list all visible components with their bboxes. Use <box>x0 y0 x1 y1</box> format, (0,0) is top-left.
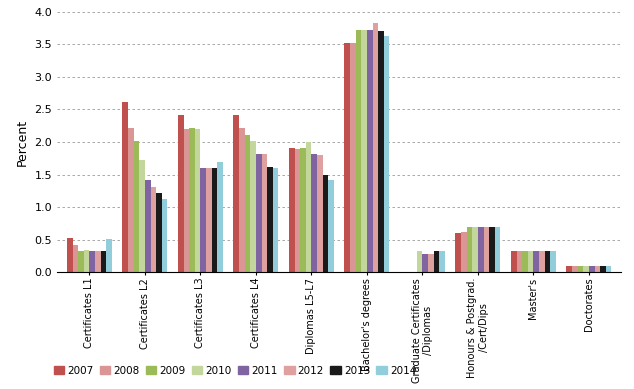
Bar <box>550 251 556 272</box>
Y-axis label: Percent: Percent <box>16 118 29 166</box>
Bar <box>511 251 517 272</box>
Bar <box>583 266 589 272</box>
Bar <box>606 266 611 272</box>
Bar <box>134 141 139 272</box>
Bar <box>295 149 301 272</box>
Bar <box>156 193 162 272</box>
Bar <box>150 187 156 272</box>
Bar <box>455 233 461 272</box>
Bar <box>367 30 373 272</box>
Bar <box>189 128 195 272</box>
Bar <box>422 254 428 272</box>
Bar <box>212 168 217 272</box>
Bar <box>467 227 472 272</box>
Bar <box>262 154 267 272</box>
Bar <box>350 43 356 272</box>
Bar <box>311 154 317 272</box>
Bar <box>361 30 367 272</box>
Bar <box>434 251 439 272</box>
Bar <box>517 251 522 272</box>
Bar <box>217 161 223 272</box>
Bar <box>539 251 545 272</box>
Bar <box>545 251 550 272</box>
Bar <box>589 266 595 272</box>
Bar <box>495 227 500 272</box>
Bar <box>417 251 422 272</box>
Bar <box>528 251 533 272</box>
Bar <box>478 227 484 272</box>
Bar <box>439 251 445 272</box>
Bar <box>344 43 350 272</box>
Bar <box>522 251 528 272</box>
Bar <box>72 245 78 272</box>
Bar <box>245 135 250 272</box>
Bar <box>267 167 273 272</box>
Legend: 2007, 2008, 2009, 2010, 2011, 2012, 2013, 2014: 2007, 2008, 2009, 2010, 2011, 2012, 2013… <box>49 361 420 380</box>
Bar <box>206 168 212 272</box>
Bar <box>533 251 539 272</box>
Bar <box>317 155 323 272</box>
Bar <box>378 31 384 272</box>
Bar <box>328 180 334 272</box>
Bar <box>107 239 112 272</box>
Bar <box>95 251 101 272</box>
Bar <box>572 266 578 272</box>
Bar <box>384 37 389 272</box>
Bar <box>101 251 107 272</box>
Bar <box>200 168 206 272</box>
Bar <box>306 142 311 272</box>
Bar <box>273 168 278 272</box>
Bar <box>356 30 361 272</box>
Bar <box>289 148 295 272</box>
Bar <box>301 148 306 272</box>
Bar <box>323 175 328 272</box>
Bar <box>461 232 467 272</box>
Bar <box>484 227 489 272</box>
Bar <box>67 238 72 272</box>
Bar <box>89 251 95 272</box>
Bar <box>78 251 84 272</box>
Bar <box>122 102 128 272</box>
Bar <box>145 180 150 272</box>
Bar <box>233 115 239 272</box>
Bar <box>595 266 600 272</box>
Bar <box>195 129 200 272</box>
Bar <box>600 266 606 272</box>
Bar <box>184 129 189 272</box>
Bar <box>489 227 495 272</box>
Bar <box>162 199 167 272</box>
Bar <box>428 254 434 272</box>
Bar <box>567 266 572 272</box>
Bar <box>239 128 245 272</box>
Bar <box>256 154 262 272</box>
Bar <box>139 160 145 272</box>
Bar <box>128 128 134 272</box>
Bar <box>472 227 478 272</box>
Bar <box>578 266 583 272</box>
Bar <box>373 23 378 272</box>
Bar <box>84 250 89 272</box>
Bar <box>178 115 184 272</box>
X-axis label: Qualification level: Qualification level <box>283 388 396 389</box>
Bar <box>250 141 256 272</box>
